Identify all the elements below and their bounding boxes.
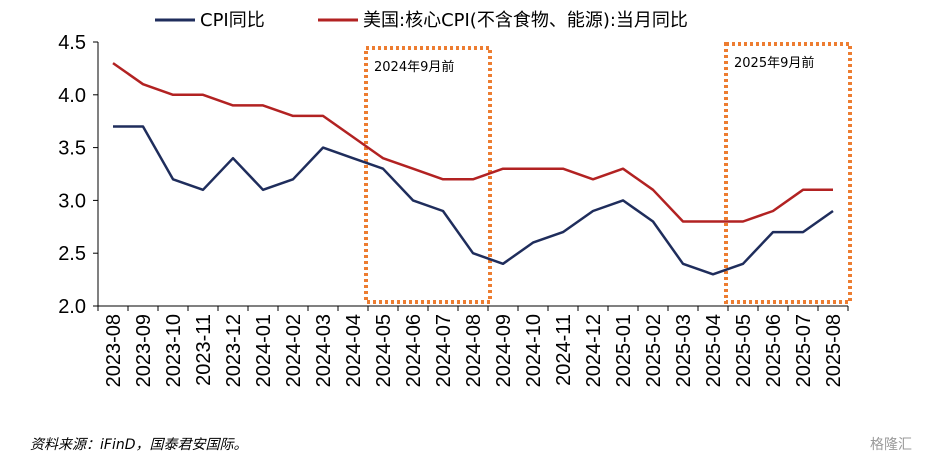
- x-tick-label: 2024-12: [583, 314, 605, 387]
- y-tick-label: 4.5: [58, 32, 86, 54]
- x-tick-label: 2025-07: [793, 314, 815, 387]
- x-tick-label: 2025-06: [763, 314, 785, 387]
- annotation-label: 2025年9月前: [734, 55, 814, 71]
- x-tick-label: 2025-05: [733, 314, 755, 387]
- watermark: 格隆汇: [870, 437, 912, 453]
- x-tick-label: 2025-03: [673, 314, 695, 387]
- x-tick-label: 2025-02: [643, 314, 665, 387]
- x-tick-label: 2024-01: [253, 314, 275, 387]
- x-tick-label: 2023-08: [103, 314, 125, 387]
- x-tick-label: 2024-07: [433, 314, 455, 387]
- x-tick-label: 2024-03: [313, 314, 335, 387]
- annotation-box: [724, 42, 852, 304]
- axes: 2.0 2.5 3.0 3.5 4.0 4.5 2023-08 2023-09 2023-10 2…: [58, 32, 849, 387]
- x-tick-label: 2024-06: [403, 314, 425, 387]
- annotation-box: [364, 46, 492, 304]
- series-line: [112, 62, 833, 223]
- x-tick-label: 2025-04: [703, 314, 725, 387]
- y-tick-label: 3.5: [58, 138, 86, 160]
- legend: CPI同比 美国:核心CPI(不含食物、能源):当月同比: [155, 10, 688, 31]
- x-tick-label: 2025-01: [613, 314, 635, 387]
- annotation-label: 2024年9月前: [374, 59, 454, 75]
- series-line: [113, 125, 834, 276]
- x-tick-label: 2024-02: [283, 314, 305, 387]
- x-tick-label: 2024-10: [523, 314, 545, 387]
- x-tick-label: 2024-11: [553, 314, 575, 386]
- source-note: 资料来源：iFinD，国泰君安国际。: [30, 437, 248, 453]
- x-tick-label: 2023-11: [193, 314, 215, 386]
- x-tick-label: 2023-10: [163, 314, 185, 387]
- annotation-boxes: 2024年9月前 2025年9月前: [364, 42, 852, 304]
- y-tick-label: 4.0: [58, 85, 86, 107]
- y-tick-label: 2.5: [58, 243, 86, 265]
- x-tick-label: 2023-09: [133, 314, 155, 387]
- y-tick-label: 3.0: [58, 190, 86, 212]
- legend-label: 美国:核心CPI(不含食物、能源):当月同比: [363, 10, 688, 31]
- y-tick-label: 2.0: [58, 296, 86, 318]
- x-tick-label: 2024-08: [463, 314, 485, 387]
- x-tick-label: 2025-08: [823, 314, 845, 387]
- x-tick-label: 2024-05: [373, 314, 395, 387]
- x-tick-label: 2023-12: [223, 314, 245, 387]
- series-lines: [112, 62, 834, 276]
- legend-label: CPI同比: [200, 10, 265, 31]
- x-tick-label: 2024-09: [493, 314, 515, 387]
- x-tick-label: 2024-04: [343, 314, 365, 387]
